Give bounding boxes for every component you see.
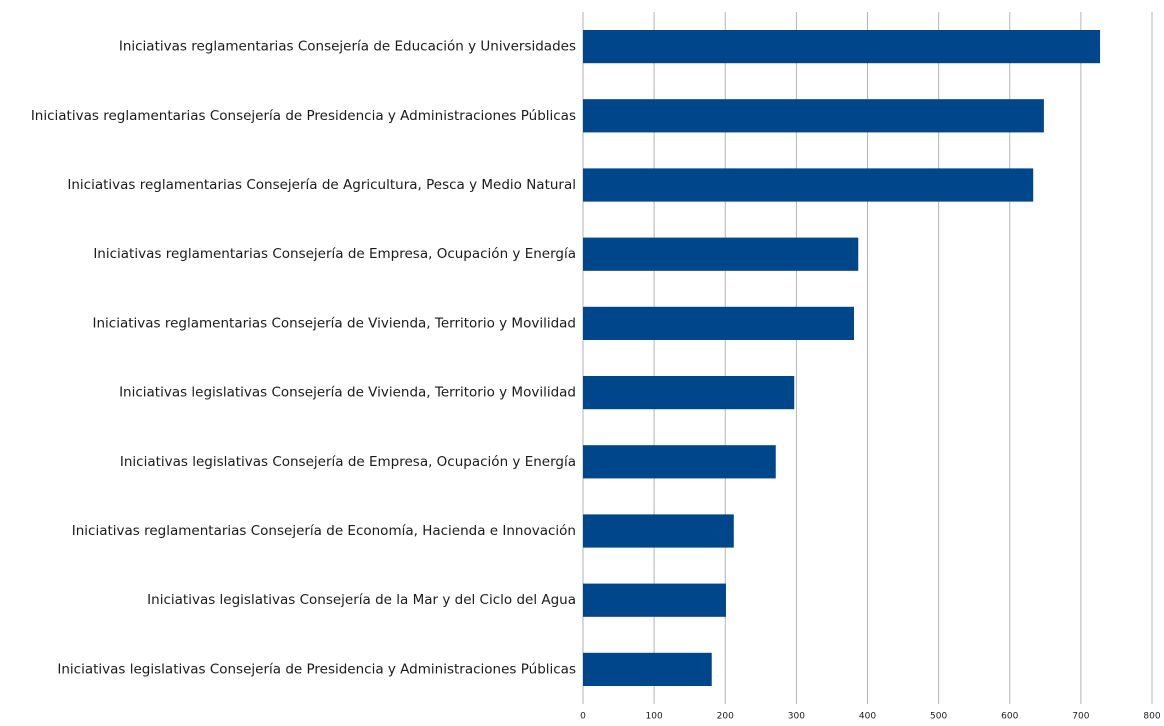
x-tick-label: 200 xyxy=(717,712,734,722)
bar xyxy=(583,168,1034,202)
y-tick-label: Iniciativas reglamentarias Consejería de… xyxy=(31,108,576,124)
x-tick-label: 500 xyxy=(930,712,947,722)
y-tick-label: Iniciativas legislativas Consejería de P… xyxy=(57,661,576,677)
bar xyxy=(583,583,726,617)
x-tick-label: 0 xyxy=(580,712,586,722)
y-tick-label: Iniciativas reglamentarias Consejería de… xyxy=(72,523,576,539)
bar xyxy=(583,652,712,687)
y-tick-label: Iniciativas reglamentarias Consejería de… xyxy=(93,315,577,331)
x-tick-label: 800 xyxy=(1143,712,1160,722)
bar xyxy=(583,306,854,341)
y-tick-label: Iniciativas reglamentarias Consejería de… xyxy=(93,246,576,262)
bar xyxy=(583,29,1101,64)
bar xyxy=(583,237,859,271)
bar xyxy=(583,99,1044,133)
bar xyxy=(583,375,795,410)
bar xyxy=(583,514,734,548)
bar xyxy=(583,445,776,479)
y-tick-label: Iniciativas legislativas Consejería de V… xyxy=(119,385,576,401)
x-tick-label: 300 xyxy=(788,712,805,722)
y-tick-label: Iniciativas reglamentarias Consejería de… xyxy=(67,177,576,193)
y-tick-label: Iniciativas reglamentarias Consejería de… xyxy=(119,39,576,55)
y-tick-label: Iniciativas legislativas Consejería de l… xyxy=(147,592,576,608)
x-tick-label: 400 xyxy=(859,712,876,722)
x-tick-label: 600 xyxy=(1001,712,1018,722)
x-tick-label: 100 xyxy=(646,712,663,722)
y-tick-label: Iniciativas legislativas Consejería de E… xyxy=(120,454,576,470)
x-tick-label: 700 xyxy=(1072,712,1089,722)
